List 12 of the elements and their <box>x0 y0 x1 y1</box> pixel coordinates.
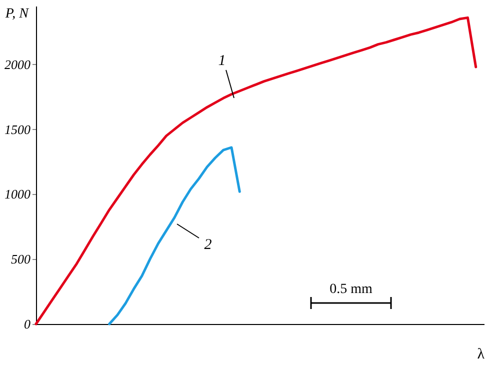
line-series <box>108 146 241 326</box>
y-tick-label: 0 <box>24 316 31 332</box>
y-axis-title: P, N <box>4 6 30 22</box>
y-tick-label: 2000 <box>4 56 31 72</box>
y-tick-label: 1000 <box>4 186 31 202</box>
annotation: 1 <box>218 53 226 69</box>
line-series <box>34 16 478 326</box>
x-axis-title: λ <box>477 346 486 362</box>
y-tick-label: 500 <box>11 252 31 267</box>
y-tick-label: 1500 <box>4 122 31 137</box>
annotation: 0.5 mm <box>330 282 372 297</box>
annotation: 2 <box>204 237 212 253</box>
